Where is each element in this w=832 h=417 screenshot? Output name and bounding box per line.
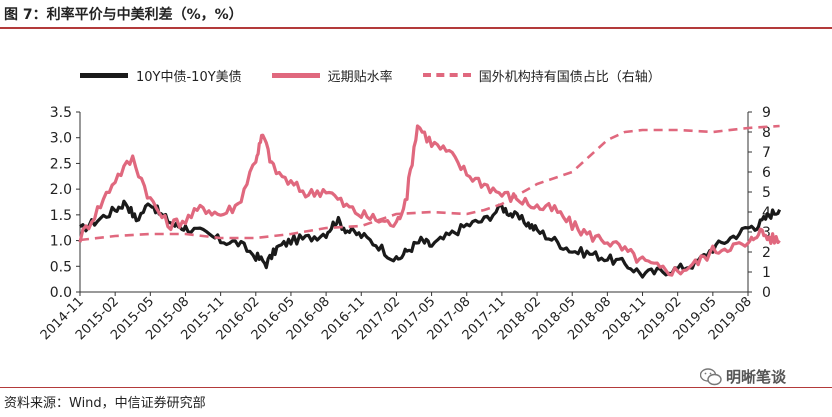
watermark-text: 明晰笔谈: [726, 368, 787, 386]
right-tick-label: 3: [762, 225, 771, 241]
legend-label-holding: 国外机构持有国债占比（右轴）: [478, 69, 661, 85]
legend-item-forward: 远期贴水率: [271, 66, 393, 85]
legend-label-forward: 远期贴水率: [327, 69, 393, 85]
wechat-icon: [700, 367, 722, 385]
left-tick-label: 3.0: [50, 131, 72, 147]
left-tick-label: 1.5: [50, 208, 72, 224]
legend-label-spread: 10Y中债-10Y美债: [136, 69, 242, 85]
left-tick-label: 0.0: [50, 285, 72, 301]
right-tick-label: 5: [762, 185, 771, 201]
source-note: 资料来源：Wind，中信证券研究部: [4, 396, 206, 411]
right-tick-label: 6: [762, 165, 771, 181]
series-line-spread: [79, 199, 782, 279]
legend-swatch-spread: [80, 72, 128, 78]
left-tick-label: 2.5: [50, 156, 72, 172]
right-tick-label: 2: [762, 245, 771, 261]
left-tick-label: 1.0: [50, 234, 72, 250]
right-tick-label: 0: [762, 285, 771, 301]
left-tick-label: 2.0: [50, 182, 72, 198]
legend-swatch-holding: [422, 73, 471, 77]
legend-item-holding: 国外机构持有国债占比（右轴）: [422, 66, 661, 85]
right-tick-label: 7: [762, 145, 771, 161]
legend-item-spread: 10Y中债-10Y美债: [80, 66, 242, 85]
right-tick-label: 9: [762, 105, 771, 121]
title-bar: 图 7：利率平价与中美利差（%，%）: [0, 0, 832, 26]
footer-divider: [0, 387, 832, 388]
left-tick-label: 0.5: [50, 259, 72, 275]
chart-title: 图 7：利率平价与中美利差（%，%）: [4, 7, 243, 23]
series-line-forward: [78, 124, 781, 277]
right-tick-label: 1: [762, 265, 771, 281]
watermark: 明晰笔谈: [700, 366, 786, 387]
legend: 10Y中债-10Y美债 远期贴水率 国外机构持有国债占比（右轴）: [80, 64, 691, 86]
legend-swatch-forward: [271, 72, 320, 78]
right-tick-label: 8: [762, 125, 771, 141]
title-divider: [0, 27, 832, 29]
left-tick-label: 3.5: [50, 105, 72, 121]
series-line-holding: [79, 124, 780, 242]
